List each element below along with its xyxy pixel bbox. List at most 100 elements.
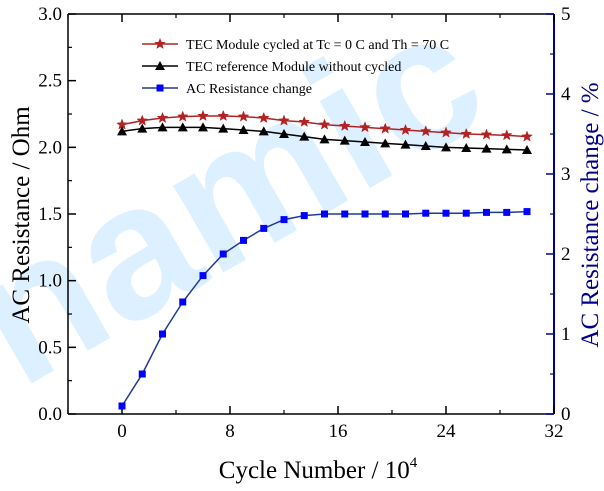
y-tick-label: 2.5	[38, 71, 62, 92]
series-3-point	[361, 210, 369, 218]
x-tick-label: 24	[437, 421, 457, 442]
x-axis-title-exponent: 4	[410, 455, 418, 471]
series-2-point	[481, 143, 492, 153]
y-tick-label: 2.0	[38, 137, 62, 158]
y-axis-title: AC Resistance / Ohm	[8, 106, 35, 324]
series-2-point	[380, 138, 391, 148]
series-2-point	[420, 141, 431, 150]
y-tick-label: 1.5	[38, 204, 62, 225]
y2-tick-label: 2	[561, 244, 571, 265]
series-layer	[116, 109, 533, 410]
series-1-point	[500, 129, 513, 141]
series-2-point	[441, 142, 451, 152]
series-3-point	[219, 250, 227, 258]
series-2-point	[360, 137, 370, 146]
series-3-point	[138, 370, 146, 378]
y2-tick-label: 1	[561, 324, 571, 345]
series-3-point	[381, 210, 389, 218]
x-tick-label: 32	[545, 421, 564, 442]
series-3-point	[179, 298, 187, 306]
series-1-point	[480, 128, 493, 140]
series-2-point	[238, 125, 249, 134]
series-3-point	[483, 208, 490, 216]
series-3-point	[159, 330, 166, 338]
series-3	[118, 208, 531, 410]
series-2-point	[157, 122, 168, 132]
series-1-point	[156, 111, 169, 124]
series-3-point	[280, 216, 288, 224]
y2-tick-label: 4	[561, 84, 571, 105]
series-2-point	[137, 123, 148, 133]
series-3-point	[341, 210, 349, 218]
series-2-point	[198, 122, 208, 132]
series-2-point	[501, 144, 512, 154]
series-3-point	[402, 210, 409, 218]
series-2-point	[299, 131, 310, 141]
series-1-point	[176, 110, 189, 122]
series-2	[117, 122, 532, 154]
y-tick-label: 0.5	[38, 337, 62, 358]
legend-swatch-marker	[154, 37, 166, 50]
series-1-point	[399, 123, 412, 136]
legend-entry-2: TEC reference Module without cycled	[142, 60, 401, 75]
y2-tick-label: 5	[561, 4, 571, 25]
x-axis-title-text: Cycle Number / 10	[219, 457, 410, 484]
series-1-point	[318, 118, 331, 130]
legend: TEC Module cycled at Tc = 0 C and Th = 7…	[142, 37, 449, 97]
legend-swatch-marker	[155, 61, 165, 70]
series-1-point	[257, 111, 270, 124]
legend-label: TEC Module cycled at Tc = 0 C and Th = 7…	[186, 38, 449, 53]
x-tick-label: 16	[329, 421, 348, 442]
series-2-point	[258, 126, 269, 136]
y2-tick-label: 0	[561, 404, 571, 425]
series-1	[116, 109, 533, 142]
y-tick-label: 0.0	[38, 404, 62, 425]
series-1-point	[237, 110, 250, 122]
series-1-point	[460, 127, 473, 140]
series-2-point	[400, 139, 411, 149]
series-3-point	[442, 209, 450, 217]
series-2-point	[319, 134, 330, 144]
series-1-point	[217, 109, 230, 122]
series-1-point	[521, 130, 533, 142]
series-1-point	[298, 115, 311, 128]
y-tick-label: 3.0	[38, 4, 62, 25]
series-3-point	[240, 236, 247, 244]
series-2-point	[339, 135, 350, 145]
series-1-point	[197, 109, 209, 122]
x-tick-label: 8	[225, 421, 235, 442]
series-3-point	[462, 209, 470, 217]
series-2-point	[461, 143, 472, 152]
y2-tick-label: 3	[561, 164, 571, 185]
series-3-point	[503, 208, 511, 216]
series-2-point	[218, 123, 229, 133]
series-2-point	[279, 129, 289, 138]
y-tick-label: 1.0	[38, 271, 62, 292]
legend-label: TEC reference Module without cycled	[186, 60, 401, 75]
series-3-point	[321, 210, 328, 218]
series-1-point	[359, 121, 371, 133]
series-1-point	[379, 122, 392, 134]
series-1-point	[440, 126, 452, 138]
legend-entry-3: AC Resistance change	[142, 82, 312, 97]
series-1-point	[419, 125, 432, 137]
series-2-point	[177, 122, 188, 132]
series-3-point	[199, 272, 207, 280]
y2-axis-title: AC Resistance change / %	[577, 82, 604, 347]
series-3-point	[422, 209, 430, 217]
series-3-point	[300, 212, 308, 220]
x-tick-label: 0	[117, 421, 127, 442]
legend-label: AC Resistance change	[186, 82, 312, 97]
series-3-point	[260, 224, 268, 232]
series-2-point	[117, 126, 127, 136]
x-axis-title: Cycle Number / 104	[219, 455, 418, 484]
series-1-point	[338, 119, 351, 132]
series-2-point	[522, 145, 532, 154]
legend-entry-1: TEC Module cycled at Tc = 0 C and Th = 7…	[142, 37, 449, 53]
series-3-point	[523, 208, 531, 216]
axes: 0 8 16 24 32 0.0 0.5 1.0 1.5 2.0 2.5 3.0 0 1 2 3 4 5	[38, 4, 571, 442]
series-1-point	[278, 114, 290, 126]
series-1-point	[136, 114, 149, 126]
series-3-point	[118, 402, 126, 410]
